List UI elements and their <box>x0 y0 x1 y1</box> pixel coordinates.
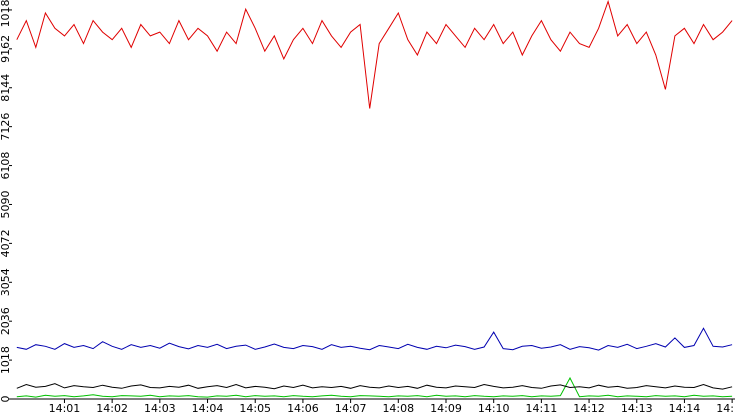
y-tick-label: 8144 <box>0 74 12 102</box>
series-line <box>16 383 733 390</box>
x-tick-label: 14:14 <box>669 402 701 415</box>
y-tick-label: 6108 <box>0 152 12 180</box>
x-tick-label: 14:03 <box>144 402 176 415</box>
y-tick-label: 9162 <box>0 35 12 63</box>
series-line <box>16 327 733 351</box>
y-tick-label: 2036 <box>0 307 12 335</box>
x-tick-label: 14:06 <box>287 402 319 415</box>
x-tick-label: 14:07 <box>335 402 367 415</box>
x-tick-label: 14:02 <box>96 402 128 415</box>
series-line <box>16 0 733 109</box>
y-tick-label: 4072 <box>0 229 12 257</box>
x-tick-label: 14:05 <box>239 402 271 415</box>
y-tick-label: 3054 <box>0 268 12 296</box>
x-tick-label: 14:13 <box>621 402 653 415</box>
x-tick-label: 14:11 <box>526 402 558 415</box>
x-tick-label: 14:10 <box>478 402 510 415</box>
x-tick-label: 14:15 <box>716 402 735 415</box>
y-tick-label: 1018 <box>0 346 12 374</box>
x-tick-label: 14:09 <box>430 402 462 415</box>
x-tick-label: 14:12 <box>573 402 605 415</box>
y-tick-label: 10180 <box>0 0 12 27</box>
series-line <box>16 376 733 398</box>
x-tick-label: 14:04 <box>192 402 224 415</box>
x-tick-label: 14:01 <box>49 402 81 415</box>
y-tick-label: 5090 <box>0 190 12 218</box>
y-tick-label: 0 <box>0 396 12 403</box>
y-tick-label: 7126 <box>0 113 12 141</box>
x-tick-label: 14:08 <box>382 402 414 415</box>
